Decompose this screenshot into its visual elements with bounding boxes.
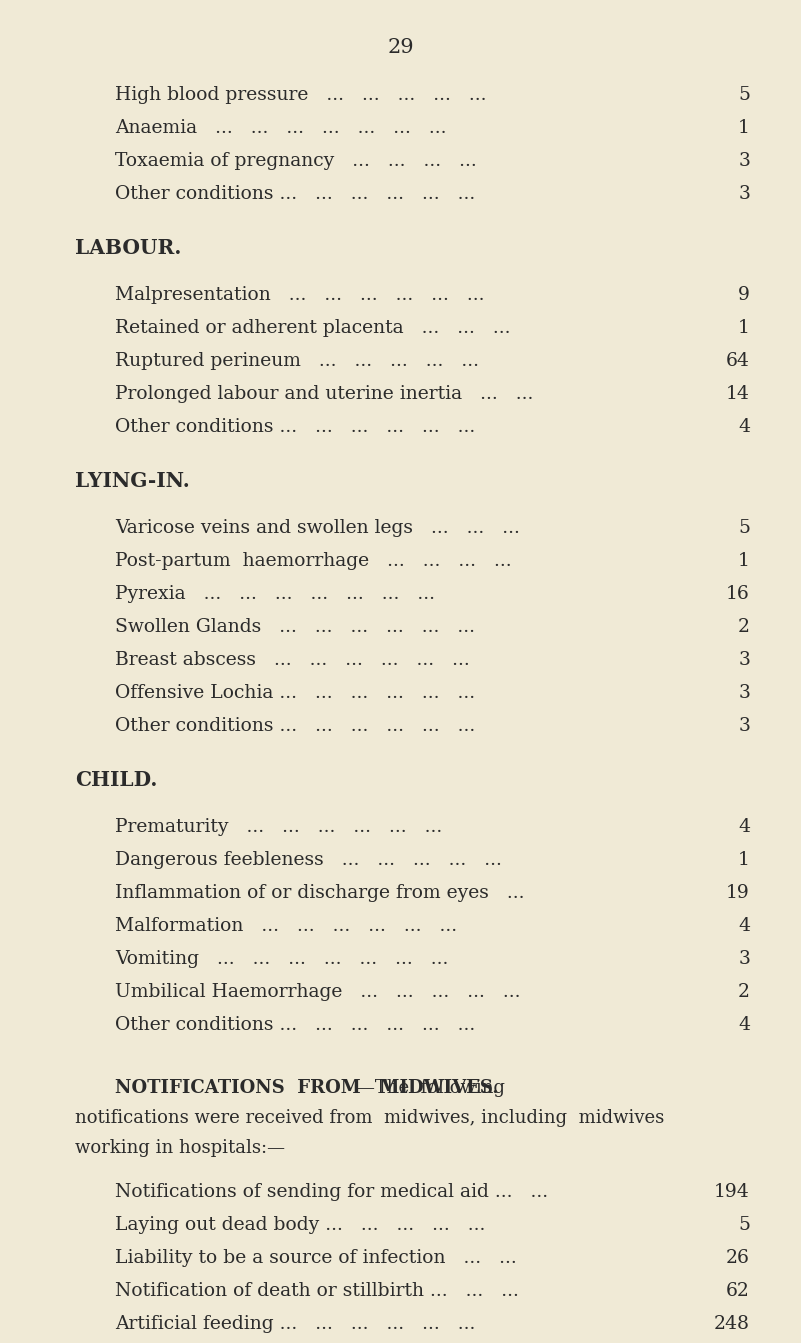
Text: 16: 16 (727, 586, 750, 603)
Text: High blood pressure   ...   ...   ...   ...   ...: High blood pressure ... ... ... ... ... (115, 86, 486, 103)
Text: Umbilical Haemorrhage   ...   ...   ...   ...   ...: Umbilical Haemorrhage ... ... ... ... ..… (115, 983, 521, 1001)
Text: 5: 5 (738, 86, 750, 103)
Text: 3: 3 (739, 185, 750, 203)
Text: 4: 4 (738, 1017, 750, 1034)
Text: working in hospitals:—: working in hospitals:— (75, 1139, 285, 1158)
Text: Other conditions ...   ...   ...   ...   ...   ...: Other conditions ... ... ... ... ... ... (115, 418, 475, 436)
Text: 3: 3 (739, 717, 750, 735)
Text: CHILD.: CHILD. (75, 770, 157, 790)
Text: Anaemia   ...   ...   ...   ...   ...   ...   ...: Anaemia ... ... ... ... ... ... ... (115, 120, 446, 137)
Text: NOTIFICATIONS  FROM   MIDWIVES.: NOTIFICATIONS FROM MIDWIVES. (115, 1078, 499, 1097)
Text: —The  following: —The following (356, 1078, 505, 1097)
Text: Malformation   ...   ...   ...   ...   ...   ...: Malformation ... ... ... ... ... ... (115, 917, 457, 935)
Text: Notifications of sending for medical aid ...   ...: Notifications of sending for medical aid… (115, 1183, 548, 1201)
Text: Other conditions ...   ...   ...   ...   ...   ...: Other conditions ... ... ... ... ... ... (115, 185, 475, 203)
Text: 5: 5 (738, 518, 750, 537)
Text: 3: 3 (739, 684, 750, 702)
Text: 62: 62 (727, 1283, 750, 1300)
Text: Artificial feeding ...   ...   ...   ...   ...   ...: Artificial feeding ... ... ... ... ... .… (115, 1315, 475, 1334)
Text: LYING-IN.: LYING-IN. (75, 471, 190, 492)
Text: Liability to be a source of infection   ...   ...: Liability to be a source of infection ..… (115, 1249, 517, 1266)
Text: Dangerous feebleness   ...   ...   ...   ...   ...: Dangerous feebleness ... ... ... ... ... (115, 851, 502, 869)
Text: Post-partum  haemorrhage   ...   ...   ...   ...: Post-partum haemorrhage ... ... ... ... (115, 552, 512, 569)
Text: 1: 1 (739, 120, 750, 137)
Text: 2: 2 (738, 983, 750, 1001)
Text: 26: 26 (727, 1249, 750, 1266)
Text: LABOUR.: LABOUR. (75, 238, 181, 258)
Text: 1: 1 (739, 851, 750, 869)
Text: 9: 9 (739, 286, 750, 304)
Text: Retained or adherent placenta   ...   ...   ...: Retained or adherent placenta ... ... ..… (115, 320, 510, 337)
Text: Ruptured perineum   ...   ...   ...   ...   ...: Ruptured perineum ... ... ... ... ... (115, 352, 479, 371)
Text: Swollen Glands   ...   ...   ...   ...   ...   ...: Swollen Glands ... ... ... ... ... ... (115, 618, 475, 637)
Text: 4: 4 (738, 418, 750, 436)
Text: Breast abscess   ...   ...   ...   ...   ...   ...: Breast abscess ... ... ... ... ... ... (115, 651, 469, 669)
Text: 4: 4 (738, 917, 750, 935)
Text: Other conditions ...   ...   ...   ...   ...   ...: Other conditions ... ... ... ... ... ... (115, 1017, 475, 1034)
Text: 29: 29 (387, 38, 414, 56)
Text: Inflammation of or discharge from eyes   ...: Inflammation of or discharge from eyes .… (115, 884, 525, 902)
Text: 4: 4 (738, 818, 750, 835)
Text: 5: 5 (738, 1215, 750, 1234)
Text: Varicose veins and swollen legs   ...   ...   ...: Varicose veins and swollen legs ... ... … (115, 518, 520, 537)
Text: 64: 64 (727, 352, 750, 371)
Text: 14: 14 (727, 385, 750, 403)
Text: Offensive Lochia ...   ...   ...   ...   ...   ...: Offensive Lochia ... ... ... ... ... ... (115, 684, 475, 702)
Text: Vomiting   ...   ...   ...   ...   ...   ...   ...: Vomiting ... ... ... ... ... ... ... (115, 950, 449, 968)
Text: Prolonged labour and uterine inertia   ...   ...: Prolonged labour and uterine inertia ...… (115, 385, 533, 403)
Text: Pyrexia   ...   ...   ...   ...   ...   ...   ...: Pyrexia ... ... ... ... ... ... ... (115, 586, 435, 603)
Text: Prematurity   ...   ...   ...   ...   ...   ...: Prematurity ... ... ... ... ... ... (115, 818, 442, 835)
Text: Malpresentation   ...   ...   ...   ...   ...   ...: Malpresentation ... ... ... ... ... ... (115, 286, 485, 304)
Text: 248: 248 (714, 1315, 750, 1334)
Text: 3: 3 (739, 950, 750, 968)
Text: 1: 1 (739, 552, 750, 569)
Text: Toxaemia of pregnancy   ...   ...   ...   ...: Toxaemia of pregnancy ... ... ... ... (115, 152, 477, 171)
Text: Other conditions ...   ...   ...   ...   ...   ...: Other conditions ... ... ... ... ... ... (115, 717, 475, 735)
Text: Notification of death or stillbirth ...   ...   ...: Notification of death or stillbirth ... … (115, 1283, 519, 1300)
Text: 3: 3 (739, 152, 750, 171)
Text: 194: 194 (714, 1183, 750, 1201)
Text: 3: 3 (739, 651, 750, 669)
Text: notifications were received from  midwives, including  midwives: notifications were received from midwive… (75, 1109, 664, 1127)
Text: Laying out dead body ...   ...   ...   ...   ...: Laying out dead body ... ... ... ... ... (115, 1215, 485, 1234)
Text: 1: 1 (739, 320, 750, 337)
Text: 2: 2 (738, 618, 750, 637)
Text: 19: 19 (727, 884, 750, 902)
